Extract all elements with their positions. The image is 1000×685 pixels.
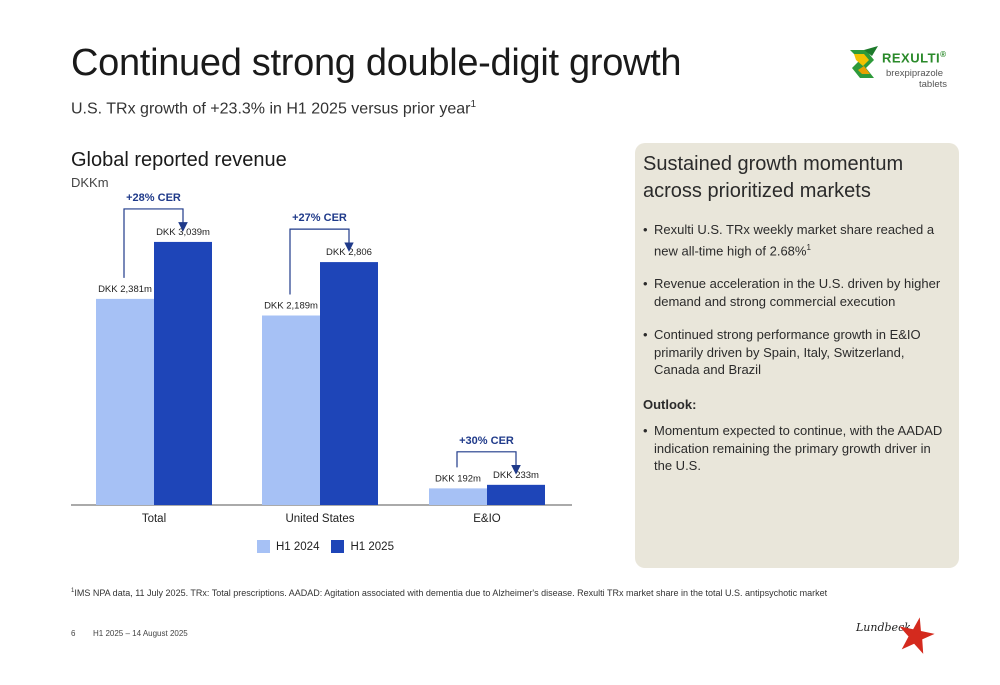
legend-item-h1-2025: H1 2025 (331, 540, 394, 553)
subtitle-text: U.S. TRx growth of +23.3% in H1 2025 ver… (71, 100, 471, 118)
brand-trademark: ® (940, 50, 947, 59)
growth-label: +30% CER (459, 435, 514, 447)
momentum-panel: Sustained growth momentum across priorit… (635, 143, 959, 568)
growth-arrow-icon (456, 451, 521, 475)
bullet-outlook: Momentum expected to continue, with the … (643, 422, 948, 475)
bar-h1-2024 (429, 488, 487, 505)
bullet-text: Continued strong performance growth in E… (654, 327, 921, 378)
footnote-text: IMS NPA data, 11 July 2025. TRx: Total p… (74, 588, 828, 598)
lundbeck-star-icon (899, 617, 935, 654)
data-label-h1-2024: DKK 192m (435, 473, 481, 484)
legend-label-h1-2025: H1 2025 (350, 540, 394, 553)
outlook-bullet-list: Momentum expected to continue, with the … (643, 422, 948, 491)
bar-h1-2024 (262, 315, 320, 505)
panel-title: Sustained growth momentum across priorit… (643, 153, 904, 202)
bullet-text: Momentum expected to continue, with the … (654, 423, 943, 473)
bullet-footnote-marker: 1 (806, 242, 811, 252)
outlook-heading: Outlook: (643, 397, 697, 412)
category-label: Total (142, 513, 166, 525)
data-label-h1-2025: DKK 3,039m (156, 227, 210, 238)
page-title: Continued strong double-digit growth (71, 42, 682, 84)
legend-swatch-h1-2025 (331, 540, 345, 553)
rexulti-logo-icon (850, 46, 878, 78)
bar-h1-2025 (154, 241, 212, 505)
bullet-text: Rexulti U.S. TRx weekly market share rea… (654, 222, 935, 258)
rexulti-logo: REXULTI® brexpiprazole tablets (844, 42, 954, 94)
bar-h1-2024 (96, 298, 154, 505)
chart-unit: DKKm (71, 175, 109, 190)
category-label: E&IO (473, 513, 501, 525)
footnote-marker: 1 (71, 588, 75, 594)
page-number: 6 (71, 629, 76, 638)
growth-arrow-icon (123, 208, 188, 278)
data-label-h1-2024: DKK 2,381m (98, 284, 152, 295)
chart-legend: H1 2024 H1 2025 (257, 540, 394, 553)
lundbeck-logo: Lundbeck (856, 615, 935, 655)
data-label-h1-2025: DKK 233m (493, 470, 539, 481)
chart-title: Global reported revenue (71, 149, 287, 171)
footnote: 1IMS NPA data, 11 July 2025. TRx: Total … (71, 588, 827, 598)
growth-label: +27% CER (292, 212, 347, 224)
bar-h1-2025 (320, 262, 378, 505)
legend-item-h1-2024: H1 2024 (257, 540, 319, 553)
brand-name-text: REXULTI (882, 50, 941, 66)
growth-arrow-icon (289, 228, 354, 295)
lundbeck-wordmark: Lundbeck (856, 621, 911, 634)
bar-h1-2025 (487, 484, 545, 505)
brand-generic-name: brexpiprazole (886, 68, 944, 79)
bullet-us-revenue: Revenue acceleration in the U.S. driven … (643, 275, 948, 310)
category-label: United States (285, 513, 354, 525)
growth-label: +28% CER (126, 192, 181, 204)
bullet-us-market-share: Rexulti U.S. TRx weekly market share rea… (643, 221, 948, 259)
legend-swatch-h1-2024 (257, 540, 270, 553)
brand-form: tablets (919, 79, 947, 90)
bullet-text: Revenue acceleration in the U.S. driven … (654, 276, 941, 309)
page-subtitle: U.S. TRx growth of +23.3% in H1 2025 ver… (71, 99, 476, 118)
data-label-h1-2025: DKK 2,806 (326, 247, 372, 258)
brand-name: REXULTI® (882, 50, 947, 65)
subtitle-footnote-marker: 1 (470, 99, 477, 110)
data-label-h1-2024: DKK 2,189m (264, 301, 318, 312)
page-date: H1 2025 – 14 August 2025 (93, 629, 188, 638)
momentum-bullet-list: Rexulti U.S. TRx weekly market share rea… (643, 221, 948, 395)
legend-label-h1-2024: H1 2024 (276, 540, 320, 553)
bullet-eio-growth: Continued strong performance growth in E… (643, 326, 948, 379)
